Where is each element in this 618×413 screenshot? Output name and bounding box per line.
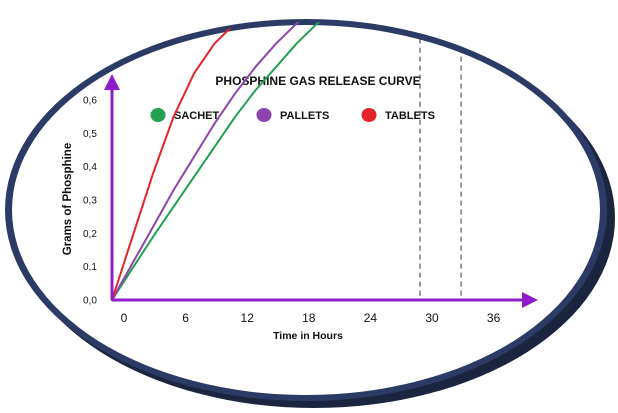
series-lines: [111, 22, 524, 301]
x-tick-label: 24: [364, 311, 378, 325]
legend-swatch: [361, 108, 377, 122]
series-line-sachet: [111, 22, 524, 301]
y-tick-label: 0,0: [83, 296, 97, 307]
y-tick-label: 0,7: [83, 62, 97, 73]
series-line-tablets: [111, 22, 524, 301]
legend-label: SACHET: [174, 110, 220, 122]
legend-swatch: [256, 108, 272, 122]
y-tick-label: 0,4: [83, 162, 97, 173]
y-axis-label: Grams of Phosphine: [62, 143, 74, 255]
x-tick-label: 6: [182, 311, 189, 325]
legend: SACHET PALLETS TABLETS: [150, 108, 435, 122]
y-tick-label: 0,3: [83, 196, 97, 207]
axes: [104, 74, 538, 308]
y-tick-label: 0,6: [83, 96, 97, 107]
legend-label: TABLETS: [385, 110, 435, 122]
series-line-pallets: [111, 22, 524, 301]
x-tick-labels: 0 6 12 18 24 30 36: [121, 311, 501, 325]
legend-label: PALLETS: [280, 110, 329, 122]
x-tick-label: 12: [241, 311, 255, 325]
y-tick-label: 0,9: [83, 0, 97, 7]
x-axis-label: Time in Hours: [273, 330, 343, 342]
y-tick-label: 0,1: [83, 262, 97, 273]
y-tick-label: 0,8: [83, 29, 97, 40]
x-tick-label: 18: [302, 311, 316, 325]
chart-title: PHOSPHINE GAS RELEASE CURVE: [215, 74, 420, 88]
y-tick-label: 0,5: [83, 129, 97, 140]
legend-swatch: [150, 108, 166, 122]
legend-item-tablets: TABLETS: [361, 108, 435, 122]
x-axis-arrow: [522, 292, 538, 308]
y-tick-label: 0,2: [83, 229, 97, 240]
y-axis-arrow: [104, 74, 120, 90]
x-tick-label: 30: [425, 311, 439, 325]
legend-item-pallets: PALLETS: [256, 108, 329, 122]
x-tick-label: 36: [487, 311, 501, 325]
legend-item-sachet: SACHET: [150, 108, 220, 122]
x-tick-label: 0: [121, 311, 128, 325]
